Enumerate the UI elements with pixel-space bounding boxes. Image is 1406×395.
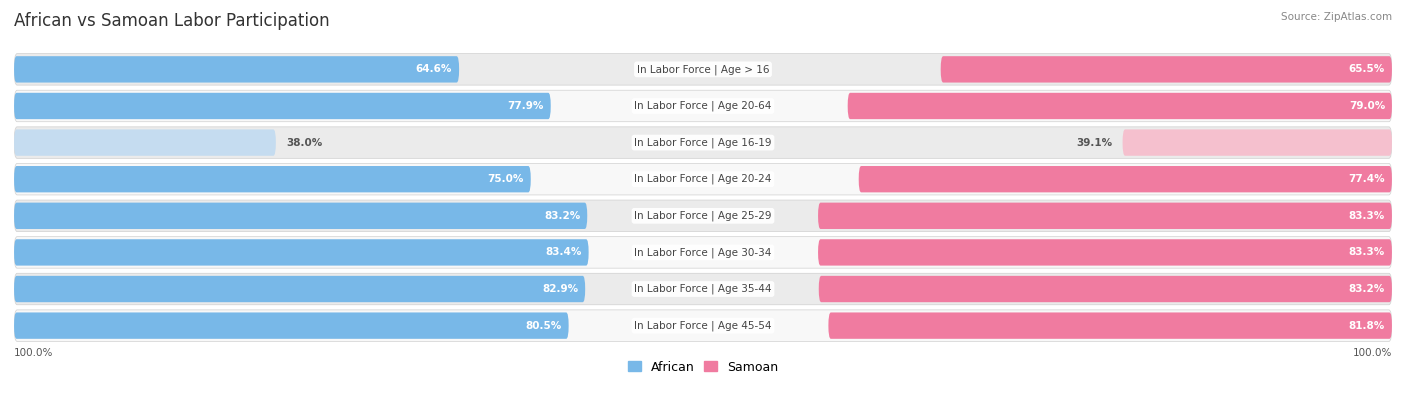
Text: In Labor Force | Age 20-64: In Labor Force | Age 20-64 bbox=[634, 101, 772, 111]
FancyBboxPatch shape bbox=[14, 166, 531, 192]
FancyBboxPatch shape bbox=[14, 90, 1392, 122]
Text: 77.9%: 77.9% bbox=[508, 101, 544, 111]
Text: 39.1%: 39.1% bbox=[1076, 137, 1112, 148]
Text: 81.8%: 81.8% bbox=[1348, 321, 1385, 331]
FancyBboxPatch shape bbox=[941, 56, 1392, 83]
Text: 100.0%: 100.0% bbox=[1353, 348, 1392, 357]
FancyBboxPatch shape bbox=[14, 127, 1392, 158]
Text: 100.0%: 100.0% bbox=[14, 348, 53, 357]
FancyBboxPatch shape bbox=[14, 237, 1392, 268]
Text: In Labor Force | Age 30-34: In Labor Force | Age 30-34 bbox=[634, 247, 772, 258]
Legend: African, Samoan: African, Samoan bbox=[624, 357, 782, 377]
Text: 83.2%: 83.2% bbox=[1348, 284, 1385, 294]
Text: In Labor Force | Age 20-24: In Labor Force | Age 20-24 bbox=[634, 174, 772, 184]
Text: 80.5%: 80.5% bbox=[526, 321, 562, 331]
Text: Source: ZipAtlas.com: Source: ZipAtlas.com bbox=[1281, 12, 1392, 22]
Text: In Labor Force | Age 45-54: In Labor Force | Age 45-54 bbox=[634, 320, 772, 331]
Text: In Labor Force | Age > 16: In Labor Force | Age > 16 bbox=[637, 64, 769, 75]
FancyBboxPatch shape bbox=[14, 312, 568, 339]
Text: 82.9%: 82.9% bbox=[543, 284, 578, 294]
FancyBboxPatch shape bbox=[1122, 130, 1392, 156]
FancyBboxPatch shape bbox=[14, 200, 1392, 231]
FancyBboxPatch shape bbox=[14, 56, 460, 83]
Text: 79.0%: 79.0% bbox=[1348, 101, 1385, 111]
FancyBboxPatch shape bbox=[14, 203, 588, 229]
FancyBboxPatch shape bbox=[14, 130, 276, 156]
FancyBboxPatch shape bbox=[828, 312, 1392, 339]
Text: 77.4%: 77.4% bbox=[1348, 174, 1385, 184]
Text: 83.2%: 83.2% bbox=[544, 211, 581, 221]
Text: In Labor Force | Age 35-44: In Labor Force | Age 35-44 bbox=[634, 284, 772, 294]
Text: 83.4%: 83.4% bbox=[546, 247, 582, 258]
Text: 64.6%: 64.6% bbox=[416, 64, 453, 74]
Text: 75.0%: 75.0% bbox=[488, 174, 524, 184]
FancyBboxPatch shape bbox=[818, 239, 1392, 265]
Text: 83.3%: 83.3% bbox=[1348, 247, 1385, 258]
FancyBboxPatch shape bbox=[818, 276, 1392, 302]
Text: In Labor Force | Age 25-29: In Labor Force | Age 25-29 bbox=[634, 211, 772, 221]
Text: In Labor Force | Age 16-19: In Labor Force | Age 16-19 bbox=[634, 137, 772, 148]
Text: African vs Samoan Labor Participation: African vs Samoan Labor Participation bbox=[14, 12, 329, 30]
FancyBboxPatch shape bbox=[14, 310, 1392, 341]
Text: 65.5%: 65.5% bbox=[1348, 64, 1385, 74]
FancyBboxPatch shape bbox=[14, 273, 1392, 305]
FancyBboxPatch shape bbox=[14, 93, 551, 119]
FancyBboxPatch shape bbox=[14, 54, 1392, 85]
Text: 83.3%: 83.3% bbox=[1348, 211, 1385, 221]
FancyBboxPatch shape bbox=[859, 166, 1392, 192]
FancyBboxPatch shape bbox=[14, 164, 1392, 195]
FancyBboxPatch shape bbox=[14, 276, 585, 302]
FancyBboxPatch shape bbox=[818, 203, 1392, 229]
FancyBboxPatch shape bbox=[14, 239, 589, 265]
Text: 38.0%: 38.0% bbox=[287, 137, 322, 148]
FancyBboxPatch shape bbox=[848, 93, 1392, 119]
